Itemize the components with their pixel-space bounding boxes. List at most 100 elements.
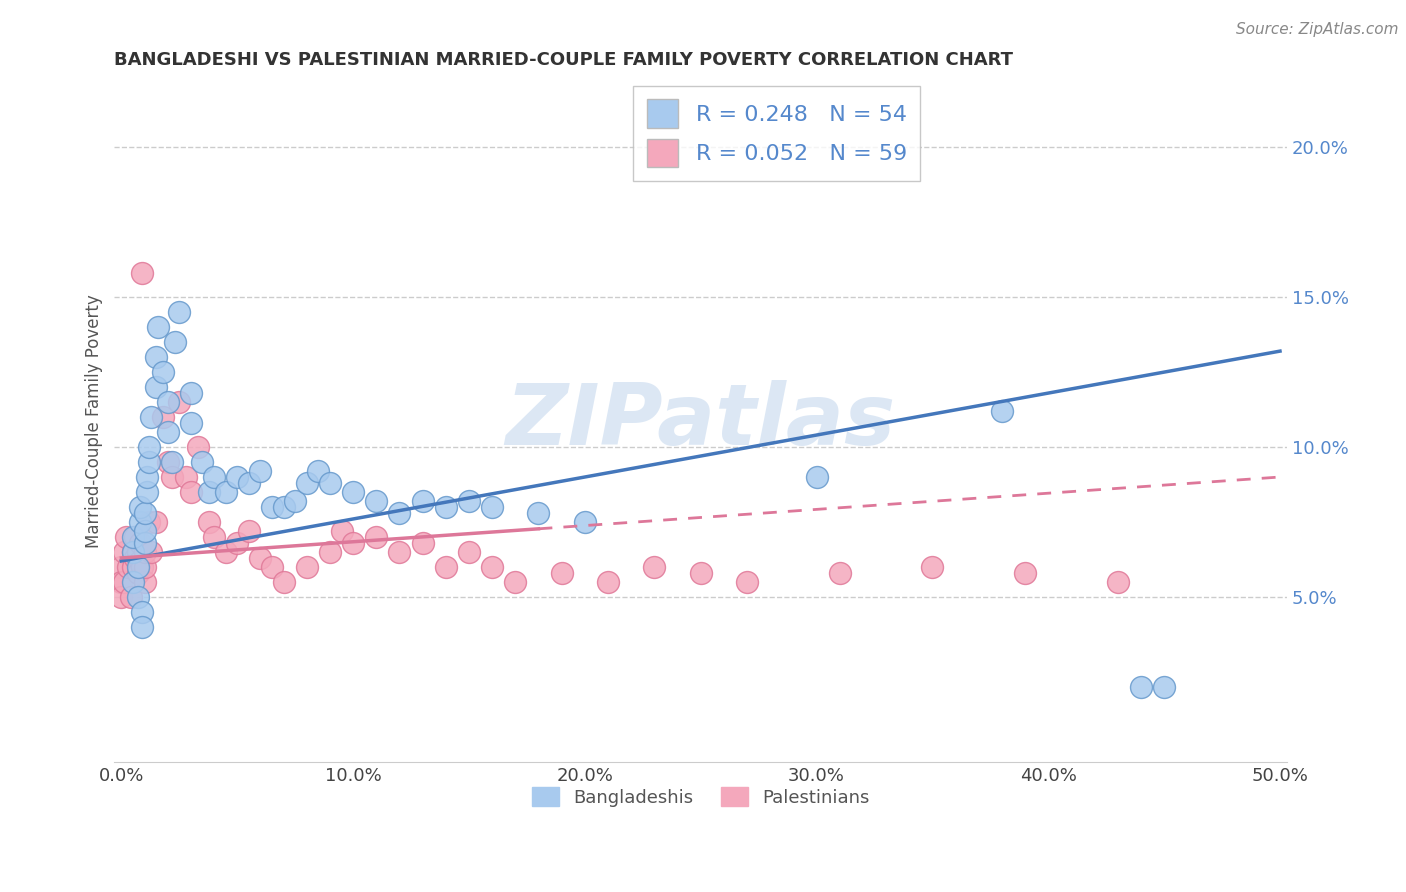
Point [138,515,160,529]
Point [214,545,236,559]
Point [191,455,214,469]
Point [1014,566,1036,580]
Point [307,464,329,478]
Point [145,380,167,394]
Point [342,485,364,500]
Point [145,515,167,529]
Point [127,590,149,604]
Point [505,574,527,589]
Point [238,524,260,538]
Point [141,545,163,559]
Point [180,386,202,401]
Point [202,470,225,484]
Point [806,470,828,484]
Point [249,550,271,565]
Point [138,440,160,454]
Point [134,560,156,574]
Point [127,560,149,574]
Point [273,500,295,514]
Point [260,560,283,574]
Point [180,485,202,500]
Point [180,416,202,430]
Point [145,350,167,364]
Point [527,506,550,520]
Point [319,475,342,490]
Point [110,574,132,589]
Point [134,506,156,520]
Point [141,410,163,425]
Point [1153,680,1175,694]
Point [122,545,145,559]
Point [122,530,145,544]
Point [129,515,152,529]
Point [117,560,139,574]
Point [596,574,619,589]
Point [115,530,138,544]
Point [174,470,197,484]
Point [735,574,758,589]
Point [129,536,152,550]
Point [131,620,153,634]
Point [412,536,434,550]
Point [162,455,184,469]
Point [828,566,851,580]
Point [921,560,943,574]
Point [131,605,153,619]
Point [152,365,174,379]
Point [131,560,153,574]
Point [202,530,225,544]
Point [127,566,149,580]
Point [198,485,221,500]
Point [135,485,157,500]
Point [112,545,135,559]
Text: Source: ZipAtlas.com: Source: ZipAtlas.com [1236,22,1399,37]
Point [122,574,145,589]
Point [249,464,271,478]
Point [134,574,156,589]
Point [458,494,481,508]
Point [226,536,249,550]
Text: ZIPatlas: ZIPatlas [506,380,896,463]
Point [134,524,156,538]
Point [129,500,152,514]
Point [643,560,665,574]
Point [134,536,156,550]
Point [458,545,481,559]
Point [198,515,221,529]
Point [169,395,191,409]
Point [187,440,209,454]
Y-axis label: Married-Couple Family Poverty: Married-Couple Family Poverty [86,294,103,549]
Point [226,470,249,484]
Point [131,266,153,280]
Point [366,494,388,508]
Point [991,404,1014,418]
Point [481,560,503,574]
Point [152,410,174,425]
Point [481,500,503,514]
Point [134,545,156,559]
Point [689,566,711,580]
Point [388,506,411,520]
Point [412,494,434,508]
Point [434,500,457,514]
Point [1107,574,1129,589]
Point [135,470,157,484]
Point [110,560,132,574]
Point [162,470,184,484]
Point [284,494,307,508]
Point [273,574,295,589]
Point [112,574,135,589]
Point [124,530,146,544]
Point [127,545,149,559]
Point [238,475,260,490]
Point [156,455,179,469]
Point [434,560,457,574]
Legend: Bangladeshis, Palestinians: Bangladeshis, Palestinians [524,780,877,814]
Point [138,455,160,469]
Point [295,475,318,490]
Point [156,395,179,409]
Point [319,545,342,559]
Point [122,560,145,574]
Point [1130,680,1153,694]
Point [129,554,152,568]
